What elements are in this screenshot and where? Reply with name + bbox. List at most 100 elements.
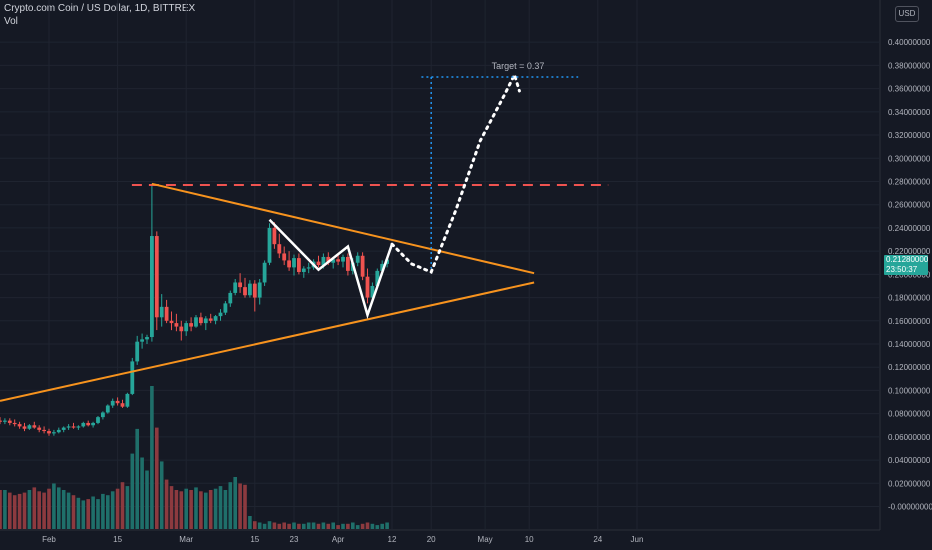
volume-bar: [355, 525, 360, 529]
candle-body: [272, 227, 277, 245]
pattern-path: [268, 218, 394, 320]
volume-bar: [253, 521, 257, 529]
candle-body: [301, 268, 306, 273]
volume-bar: [331, 522, 335, 529]
price-tick-label: 0.40000000: [888, 38, 931, 47]
time-tick-label: May: [478, 535, 493, 544]
volume-bar: [262, 523, 267, 529]
candle-body: [326, 256, 331, 263]
candle-body: [233, 282, 238, 293]
candle-body: [169, 320, 174, 324]
price-tick-label: 0.12000000: [888, 363, 931, 372]
volume-bar: [32, 487, 37, 529]
price-tick-label: 0.14000000: [888, 340, 931, 349]
volume-bar: [194, 487, 198, 529]
candle-body: [282, 253, 287, 261]
candle-body: [199, 317, 203, 324]
candle-body: [7, 420, 12, 423]
candle-body: [37, 427, 42, 430]
volume-bar: [140, 457, 144, 529]
volume-bar: [360, 523, 365, 529]
candle-body: [208, 318, 213, 321]
candle-body: [194, 317, 198, 327]
volume-bar: [8, 492, 12, 529]
volume-bar: [135, 428, 139, 529]
candle-body: [174, 323, 179, 327]
volume-bar: [22, 492, 27, 529]
candle-body: [223, 303, 228, 313]
price-tick-label: 0.28000000: [888, 177, 931, 186]
time-tick-label: 23: [290, 535, 299, 544]
candle-body: [380, 263, 385, 271]
volume-bar: [351, 522, 355, 529]
candle-body: [297, 258, 301, 273]
candle-body: [154, 236, 159, 318]
price-tick-label: 0.30000000: [888, 154, 931, 163]
candle-body: [375, 270, 380, 286]
volume-bar: [179, 491, 184, 529]
volume-bar: [61, 490, 66, 529]
candle-body: [81, 422, 86, 427]
time-tick-label: Apr: [332, 535, 345, 544]
candle-body: [96, 417, 100, 423]
candle-body: [130, 361, 135, 394]
volume-bars: [0, 386, 389, 529]
candle-body: [243, 287, 247, 296]
time-tick-label: 10: [525, 535, 534, 544]
volume-bar: [272, 522, 277, 529]
candle-body: [105, 405, 110, 413]
projection-path: [390, 70, 521, 274]
candle-body: [159, 306, 164, 318]
candle-body: [17, 424, 22, 427]
volume-bar: [208, 490, 213, 529]
volume-bar: [277, 523, 282, 529]
volume-bar: [169, 486, 174, 529]
volume-bar: [106, 495, 110, 529]
volume-bar: [243, 484, 247, 529]
candle-body: [370, 285, 375, 298]
volume-bar: [57, 487, 61, 529]
volume-bar: [86, 499, 90, 529]
price-tick-label: 0.24000000: [888, 224, 931, 233]
price-tick-label: 0.22000000: [888, 247, 931, 256]
volume-bar: [311, 522, 316, 529]
candle-body: [27, 425, 32, 429]
volume-bar: [184, 488, 188, 529]
candle-body: [66, 426, 71, 428]
candle-body: [42, 429, 46, 432]
candle-body: [203, 318, 208, 324]
candle-body: [22, 426, 27, 429]
time-axis[interactable]: Feb 15 Mar 15 23 Apr 12 20 May 10 24 Jun: [42, 535, 643, 544]
candle-body: [248, 283, 252, 296]
volume-bar: [17, 493, 22, 529]
volume-bar: [145, 470, 149, 529]
volume-bar: [159, 461, 164, 529]
volume-bar: [130, 453, 135, 529]
candle-body: [135, 341, 140, 362]
time-tick-label: 12: [388, 535, 397, 544]
currency-button[interactable]: USD: [895, 6, 919, 22]
volume-bar: [228, 482, 233, 529]
volume-bar: [91, 496, 95, 529]
time-tick-label: Feb: [42, 535, 56, 544]
volume-bar: [223, 490, 228, 529]
candle-body: [252, 283, 257, 298]
candle-body: [287, 260, 291, 268]
volume-bar: [164, 479, 169, 529]
price-tick-label: 0.06000000: [888, 433, 931, 442]
candle-body: [321, 256, 326, 266]
volume-bar: [76, 497, 81, 529]
volume-bar: [155, 427, 159, 529]
volume-bar: [174, 490, 179, 529]
volume-bar: [213, 488, 218, 529]
candle-body: [306, 267, 311, 269]
candle-body: [120, 403, 125, 407]
candle-body: [3, 420, 7, 422]
volume-bar: [101, 493, 105, 529]
volume-bar: [370, 523, 375, 529]
candle-body: [238, 282, 242, 288]
candle-body: [76, 426, 81, 428]
volume-bar: [120, 482, 125, 529]
candle-body: [331, 259, 336, 263]
